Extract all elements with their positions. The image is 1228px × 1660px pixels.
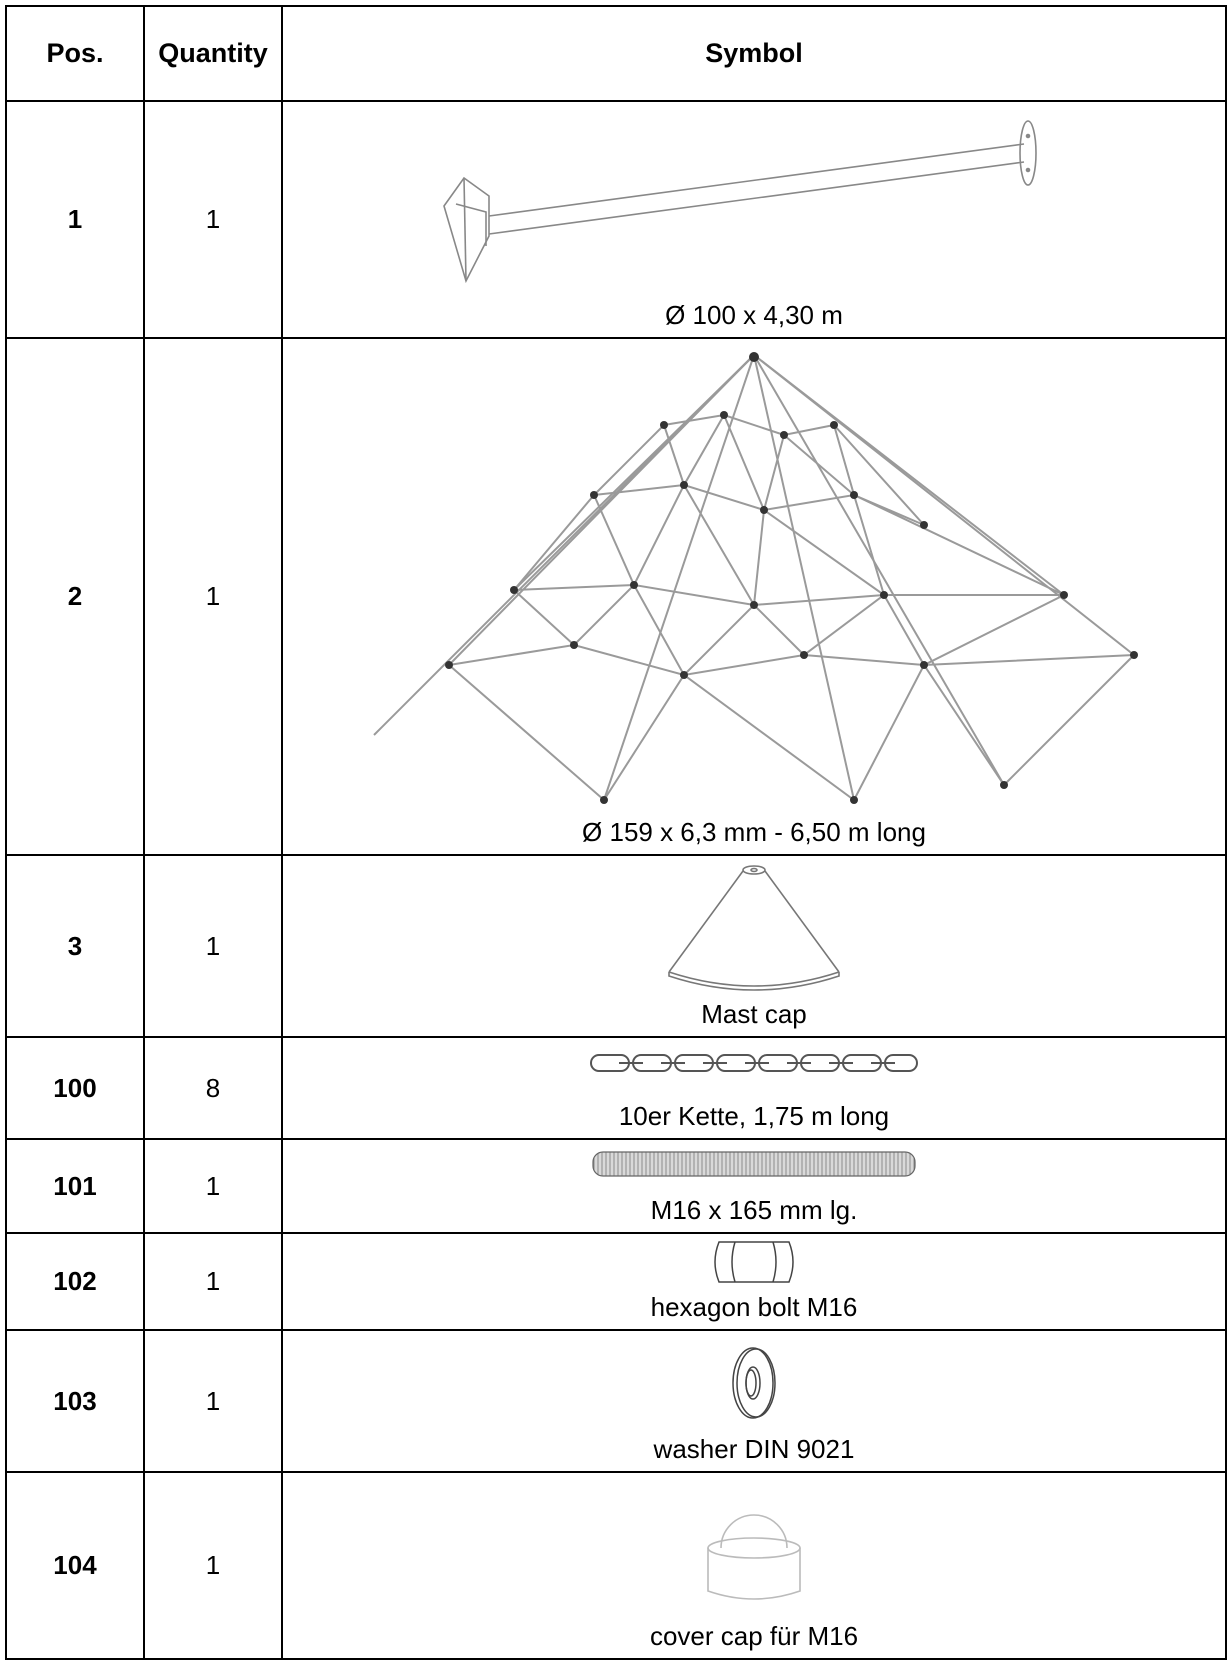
table-row: 2 1	[5, 337, 1227, 856]
quantity-cell: 8	[143, 1036, 283, 1140]
table-row: 103 1 washer DIN 9021	[5, 1329, 1227, 1473]
pos-cell: 103	[5, 1329, 145, 1473]
table-row: 102 1 hexagon bolt M16	[5, 1232, 1227, 1331]
parts-list-table: Pos. Quantity Symbol 1 1	[5, 5, 1227, 1660]
mast-cap-icon	[668, 865, 840, 991]
symbol-description: washer DIN 9021	[653, 1434, 855, 1464]
symbol-cell: Mast cap	[281, 854, 1227, 1038]
pos-cell: 2	[5, 337, 145, 856]
symbol-cell: Ø 100 x 4,30 m	[281, 100, 1227, 339]
quantity-cell: 1	[143, 1138, 283, 1234]
pos-cell: 101	[5, 1138, 145, 1234]
pos-cell: 3	[5, 854, 145, 1038]
symbol-description: hexagon bolt M16	[650, 1292, 858, 1322]
washer-icon	[732, 1347, 776, 1419]
hex-nut-icon	[714, 1241, 794, 1283]
pos-cell: 1	[5, 100, 145, 339]
chain-icon	[590, 1054, 918, 1072]
symbol-cell: washer DIN 9021	[281, 1329, 1227, 1473]
table-row: 1 1	[5, 100, 1227, 339]
table-row: 3 1 Mast cap	[5, 854, 1227, 1038]
symbol-description: cover cap für M16	[649, 1621, 859, 1651]
symbol-description: Ø 159 x 6,3 mm - 6,50 m long	[582, 817, 926, 847]
quantity-cell: 1	[143, 1232, 283, 1331]
pos-cell: 102	[5, 1232, 145, 1331]
cover-cap-icon	[707, 1514, 801, 1600]
quantity-cell: 1	[143, 337, 283, 856]
threaded-rod-icon	[592, 1151, 916, 1177]
symbol-cell: Ø 159 x 6,3 mm - 6,50 m long	[281, 337, 1227, 856]
pos-cell: 100	[5, 1036, 145, 1140]
symbol-cell: M16 x 165 mm lg.	[281, 1138, 1227, 1234]
symbol-cell: hexagon bolt M16	[281, 1232, 1227, 1331]
pos-cell: 104	[5, 1471, 145, 1660]
rope-net-pyramid-icon	[373, 352, 1138, 804]
mast-pole-icon	[443, 120, 1037, 284]
symbol-cell: cover cap für M16	[281, 1471, 1227, 1660]
symbol-cell: 10er Kette, 1,75 m long	[281, 1036, 1227, 1140]
symbol-description: 10er Kette, 1,75 m long	[618, 1101, 890, 1131]
quantity-cell: 1	[143, 1329, 283, 1473]
quantity-cell: 1	[143, 1471, 283, 1660]
symbol-description: Mast cap	[701, 999, 807, 1029]
quantity-cell: 1	[143, 854, 283, 1038]
table-header-row: Pos. Quantity Symbol	[5, 5, 1227, 102]
table-row: 101 1 M16 x 165 mm lg.	[5, 1138, 1227, 1234]
header-pos: Pos.	[5, 5, 145, 102]
quantity-cell: 1	[143, 100, 283, 339]
symbol-description: Ø 100 x 4,30 m	[665, 300, 843, 330]
header-symbol: Symbol	[281, 5, 1227, 102]
symbol-description: M16 x 165 mm lg.	[650, 1195, 858, 1225]
table-row: 104 1 cover cap für M16	[5, 1471, 1227, 1660]
header-quantity: Quantity	[143, 5, 283, 102]
table-row: 100 8	[5, 1036, 1227, 1140]
